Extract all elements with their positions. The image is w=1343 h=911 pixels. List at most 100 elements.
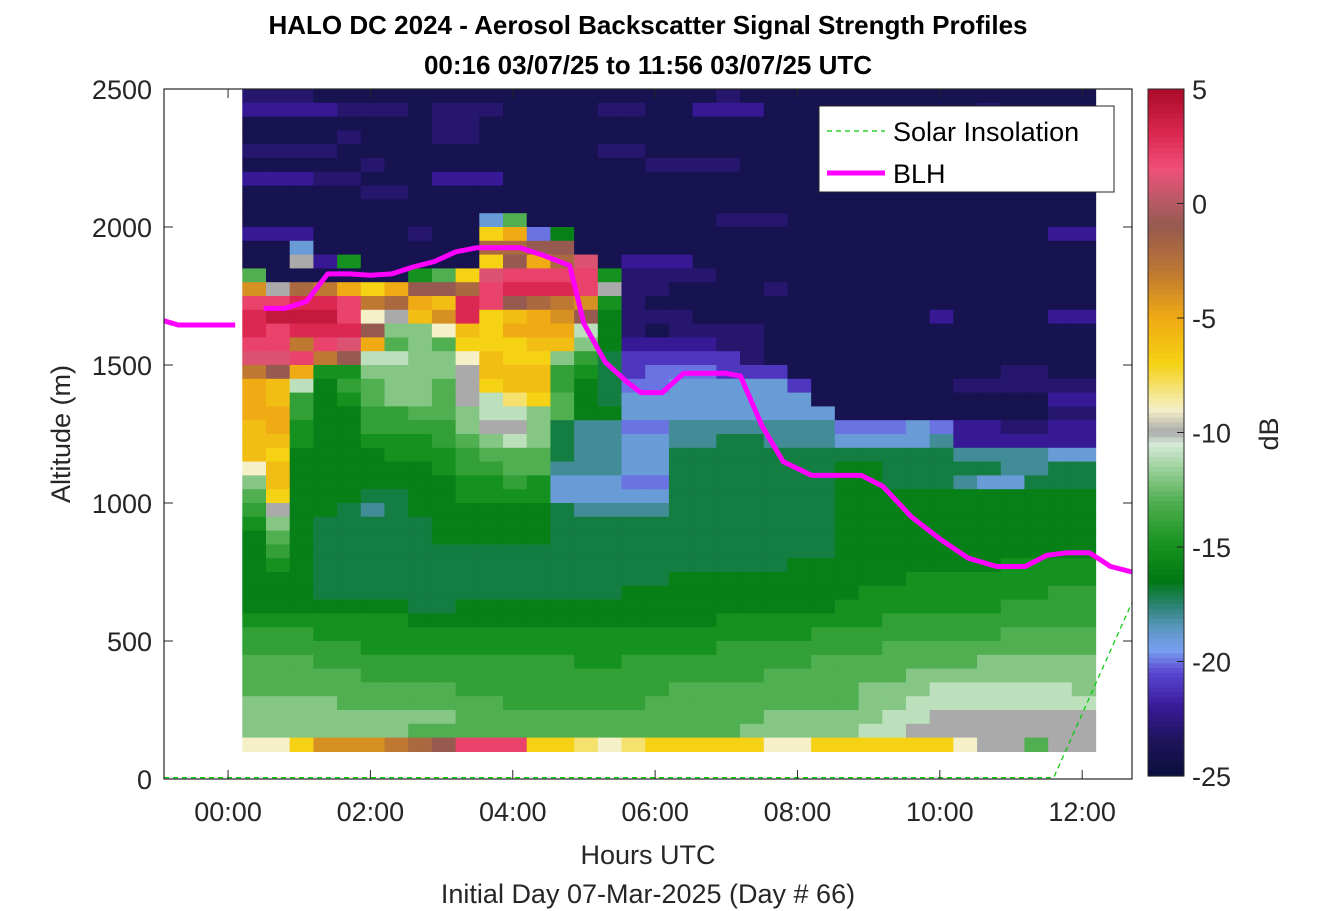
heatmap-cell <box>313 406 338 421</box>
heatmap-cell <box>716 641 741 656</box>
heatmap-cell <box>977 530 1002 545</box>
heatmap-cell <box>692 489 717 504</box>
heatmap-cell <box>526 723 552 739</box>
heatmap-cell <box>337 171 362 187</box>
heatmap-cell <box>740 558 765 573</box>
heatmap-cell <box>431 710 457 725</box>
heatmap-cell <box>929 489 954 504</box>
heatmap-cell <box>313 102 338 118</box>
heatmap-cell <box>834 558 860 573</box>
heatmap-cell <box>1048 89 1073 104</box>
heatmap-cell <box>858 599 883 614</box>
colorbar-segment <box>1148 187 1184 193</box>
heatmap-cell <box>953 641 978 656</box>
colorbar-segment <box>1148 255 1184 262</box>
heatmap-cell <box>668 158 694 173</box>
heatmap-cell <box>242 613 267 628</box>
heatmap-cell <box>1048 710 1073 725</box>
heatmap-cell <box>1071 696 1097 711</box>
heatmap-cell <box>882 447 907 463</box>
heatmap-cell <box>1024 654 1049 670</box>
heatmap-cell <box>479 447 504 463</box>
heatmap-cell <box>692 213 717 228</box>
heatmap-cell <box>503 434 528 449</box>
heatmap-cell <box>645 723 670 739</box>
heatmap-cell <box>811 420 836 435</box>
colorbar-segment <box>1148 300 1184 306</box>
heatmap-cell <box>408 144 433 159</box>
heatmap-cell <box>455 668 480 683</box>
heatmap-cell <box>668 102 694 118</box>
heatmap-cell <box>905 737 931 752</box>
heatmap-cell <box>905 710 931 725</box>
heatmap-cell <box>360 130 386 145</box>
heatmap-cell <box>1071 461 1097 476</box>
heatmap-cell <box>716 171 741 187</box>
heatmap-cell <box>1024 503 1049 518</box>
heatmap-cell <box>645 461 670 476</box>
heatmap-cell <box>716 723 741 739</box>
heatmap-cell <box>337 282 362 297</box>
heatmap-cell <box>242 420 267 435</box>
heatmap-cell <box>929 696 954 711</box>
heatmap-cell <box>977 199 1002 214</box>
heatmap-cell <box>763 309 789 325</box>
heatmap-cell <box>574 530 599 545</box>
heatmap-cell <box>787 406 812 421</box>
colorbar-segment <box>1148 633 1184 640</box>
heatmap-cell <box>597 489 623 504</box>
colorbar-segment <box>1148 525 1184 532</box>
heatmap-cell <box>574 682 599 697</box>
heatmap-cell <box>408 102 433 118</box>
heatmap-cell <box>597 365 623 380</box>
heatmap-cell <box>668 116 694 131</box>
heatmap-cell <box>740 682 765 697</box>
heatmap-cell <box>479 710 504 725</box>
heatmap-cell <box>408 627 433 642</box>
heatmap-cell <box>384 309 409 325</box>
heatmap-cell <box>597 240 623 256</box>
heatmap-cell <box>858 516 883 532</box>
colorbar-segment <box>1148 530 1184 537</box>
heatmap-cell <box>692 406 717 421</box>
heatmap-cell <box>882 558 907 573</box>
heatmap-cell <box>692 710 717 725</box>
colorbar-tick-label: -25 <box>1192 762 1231 792</box>
heatmap-cell <box>740 737 765 752</box>
heatmap-cell <box>360 530 386 545</box>
heatmap-cell <box>455 558 480 573</box>
heatmap-cell <box>858 309 883 325</box>
heatmap-cell <box>597 682 623 697</box>
heatmap-cell <box>266 282 291 297</box>
heatmap-cell <box>1000 668 1026 683</box>
heatmap-cell <box>811 365 836 380</box>
heatmap-cell <box>834 489 860 504</box>
heatmap-cell <box>597 434 623 449</box>
colorbar-segment <box>1148 466 1184 473</box>
heatmap-cell <box>811 682 836 697</box>
heatmap-cell <box>313 351 338 366</box>
heatmap-cell <box>929 351 954 366</box>
heatmap-cell <box>503 158 528 173</box>
colorbar-segment <box>1148 334 1184 340</box>
heatmap-cell <box>313 572 338 587</box>
heatmap-cell <box>266 723 291 739</box>
heatmap-cell <box>763 213 789 228</box>
heatmap-cell <box>621 406 646 421</box>
heatmap-cell <box>834 309 860 325</box>
heatmap-cell <box>1071 199 1097 214</box>
heatmap-cell <box>953 654 978 670</box>
heatmap-cell <box>455 696 480 711</box>
heatmap-cell <box>763 296 789 311</box>
heatmap-cell <box>289 544 314 559</box>
colorbar-segment <box>1148 182 1184 188</box>
heatmap-cell <box>811 668 836 683</box>
heatmap-cell <box>526 558 552 573</box>
heatmap-cell <box>550 365 575 380</box>
heatmap-cell <box>811 627 836 642</box>
heatmap-cell <box>953 585 978 601</box>
heatmap-cell <box>953 199 978 214</box>
heatmap-cell <box>574 475 599 490</box>
heatmap-cell <box>313 227 338 242</box>
heatmap-cell <box>716 558 741 573</box>
